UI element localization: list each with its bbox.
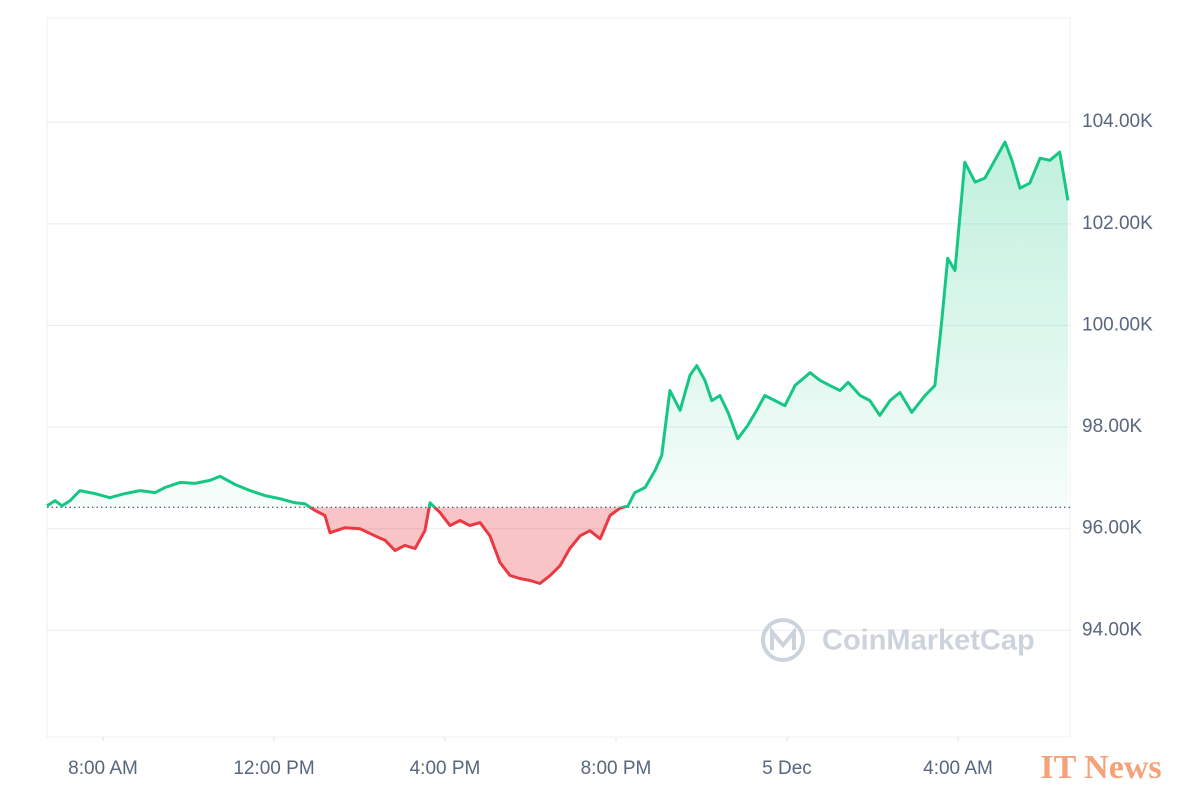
plot-frame bbox=[46, 17, 1071, 738]
x-tick-label: 8:00 AM bbox=[68, 758, 138, 779]
price-line bbox=[46, 140, 1070, 585]
y-tick-label: 94.00K bbox=[1082, 619, 1143, 640]
y-tick-label: 102.00K bbox=[1082, 213, 1153, 234]
price-area bbox=[47, 142, 1068, 584]
x-tick-label: 4:00 PM bbox=[410, 758, 481, 779]
marks bbox=[46, 140, 1070, 585]
source-mark: IT News bbox=[1040, 749, 1161, 786]
watermark-logo-m bbox=[770, 626, 796, 650]
x-tick-label: 8:00 PM bbox=[581, 758, 652, 779]
y-tick-label: 104.00K bbox=[1082, 111, 1153, 132]
axes: 94.00K 96.00K 98.00K 100.00K 102.00K 104.00K 8… bbox=[68, 111, 1153, 779]
y-tick-label: 100.00K bbox=[1082, 314, 1153, 335]
x-tick-label: 4:00 AM bbox=[923, 758, 993, 779]
x-tick-label: 12:00 PM bbox=[233, 758, 314, 779]
watermark: CoinMarketCap bbox=[761, 618, 1035, 662]
watermark-logo bbox=[761, 618, 805, 662]
x-tick-label: 5 Dec bbox=[762, 758, 812, 779]
watermark-text: CoinMarketCap bbox=[822, 625, 1035, 657]
y-tick-label: 96.00K bbox=[1082, 518, 1143, 539]
y-tick-label: 98.00K bbox=[1082, 416, 1143, 437]
